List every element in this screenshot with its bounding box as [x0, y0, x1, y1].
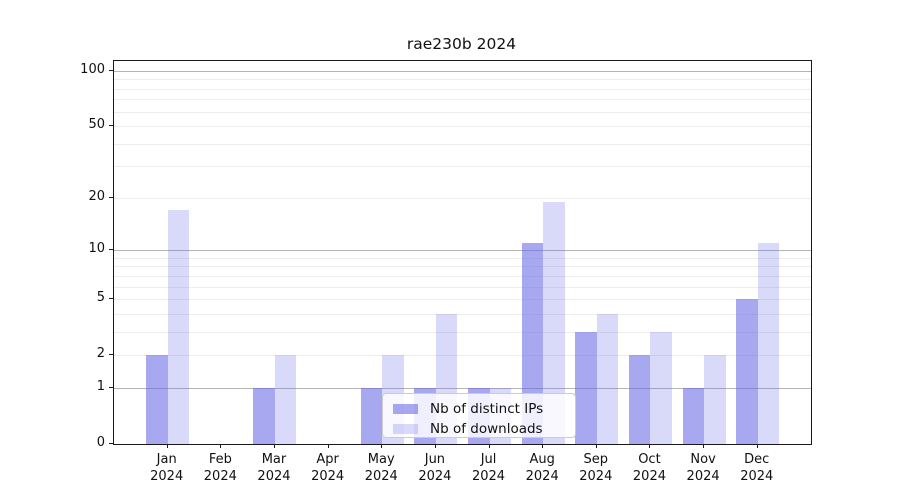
y-tick-label-5: 5: [96, 290, 105, 306]
gridline-minor-60: [114, 111, 811, 113]
legend-swatch-downloads: [393, 424, 418, 434]
gridline-minor-2: [114, 355, 811, 357]
gridline-major-10: [114, 250, 811, 252]
y-tick-label-20: 20: [88, 188, 105, 204]
bar-ips-oct: [628, 355, 651, 444]
x-tick-mar: [273, 444, 275, 448]
x-tick-year-apr: 2024: [311, 469, 345, 484]
bar-downloads-nov: [704, 355, 726, 444]
x-tick-year-sep: 2024: [579, 469, 613, 484]
x-tick-label-jul: Jul 2024: [461, 451, 517, 485]
x-tick-aug: [542, 444, 544, 448]
gridline-minor-70: [114, 99, 811, 101]
y-tick-2: [109, 354, 113, 356]
x-tick-label-aug: Aug 2024: [514, 451, 570, 485]
x-tick-label-dec: Dec 2024: [729, 451, 785, 485]
x-tick-label-jan: Jan 2024: [139, 451, 195, 485]
x-tick-jun: [434, 444, 436, 448]
x-tick-year-oct: 2024: [632, 469, 666, 484]
y-tick-label-0: 0: [96, 435, 105, 450]
y-tick-label-10: 10: [88, 241, 105, 257]
bar-downloads-aug: [543, 201, 565, 444]
legend-item-distinct-ips: Nb of distinct IPs: [393, 399, 575, 419]
gridline-minor-5: [114, 299, 811, 301]
x-tick-nov: [703, 444, 705, 448]
y-tick-label-100: 100: [80, 62, 105, 77]
x-tick-label-oct: Oct 2024: [621, 451, 677, 485]
x-tick-year-jan: 2024: [150, 469, 184, 484]
gridline-minor-3: [114, 331, 811, 333]
bar-downloads-mar: [274, 355, 297, 444]
x-tick-year-may: 2024: [364, 469, 398, 484]
legend-item-downloads: Nb of downloads: [393, 419, 575, 439]
legend: Nb of distinct IPs Nb of downloads: [382, 393, 576, 438]
gridline-minor-50: [114, 126, 811, 128]
gridline-minor-40: [114, 143, 811, 145]
y-tick-20: [109, 196, 113, 198]
y-tick-5: [109, 298, 113, 300]
x-tick-feb: [220, 444, 222, 448]
plot-area: [113, 60, 812, 445]
x-tick-dec: [756, 444, 758, 448]
gridline-minor-20: [114, 197, 811, 199]
legend-swatch-ips: [393, 404, 418, 414]
bar-downloads-sep: [596, 313, 619, 444]
gridline-minor-7: [114, 275, 811, 277]
legend-label-downloads: Nb of downloads: [430, 421, 543, 437]
x-tick-label-mar: Mar 2024: [246, 451, 302, 485]
x-tick-label-may: May 2024: [353, 451, 409, 485]
y-tick-0: [109, 443, 113, 444]
x-tick-apr: [327, 444, 329, 448]
gridline-minor-6: [114, 286, 811, 288]
bar-ips-jan: [146, 355, 168, 444]
chart-title: rae230b 2024: [406, 35, 517, 53]
gridline-minor-90: [114, 79, 811, 81]
x-tick-year-feb: 2024: [203, 469, 237, 484]
legend-label-ips: Nb of distinct IPs: [430, 401, 544, 417]
bar-ips-dec: [736, 299, 758, 444]
bar-ips-nov: [682, 387, 705, 444]
x-tick-may: [381, 444, 383, 448]
x-tick-year-nov: 2024: [686, 469, 720, 484]
gridline-minor-80: [114, 88, 811, 90]
gridline-major-100: [114, 71, 811, 72]
x-tick-oct: [649, 444, 651, 448]
gridline-minor-9: [114, 257, 811, 259]
x-tick-jul: [488, 444, 490, 448]
gridline-minor-30: [114, 166, 811, 168]
bar-ips-mar: [253, 387, 275, 444]
gridline-minor-8: [114, 266, 811, 268]
bar-ips-sep: [575, 331, 597, 444]
y-tick-50: [109, 125, 113, 127]
gridline-major-1: [114, 387, 811, 389]
x-tick-year-mar: 2024: [257, 469, 291, 484]
x-tick-year-jun: 2024: [418, 469, 452, 484]
y-tick-label-1: 1: [96, 378, 105, 394]
gridline-minor-4: [114, 313, 811, 315]
bar-ips-may: [360, 387, 383, 444]
x-tick-label-sep: Sep 2024: [568, 451, 624, 485]
y-tick-10: [109, 249, 113, 251]
x-tick-label-feb: Feb 2024: [192, 451, 248, 485]
x-tick-jan: [166, 444, 168, 448]
bar-downloads-jan: [167, 210, 190, 444]
y-tick-label-2: 2: [96, 346, 105, 362]
x-tick-sep: [595, 444, 597, 448]
x-tick-year-jul: 2024: [471, 469, 506, 484]
bar-downloads-dec: [757, 243, 780, 444]
bar-downloads-oct: [650, 331, 672, 444]
x-tick-year-aug: 2024: [525, 469, 559, 484]
y-tick-100: [109, 70, 113, 71]
y-tick-1: [109, 386, 113, 388]
y-tick-label-50: 50: [88, 117, 105, 133]
x-tick-year-dec: 2024: [740, 469, 774, 484]
x-tick-label-jun: Jun 2024: [407, 451, 463, 485]
x-tick-label-nov: Nov 2024: [675, 451, 731, 485]
x-tick-label-apr: Apr 2024: [300, 451, 356, 485]
